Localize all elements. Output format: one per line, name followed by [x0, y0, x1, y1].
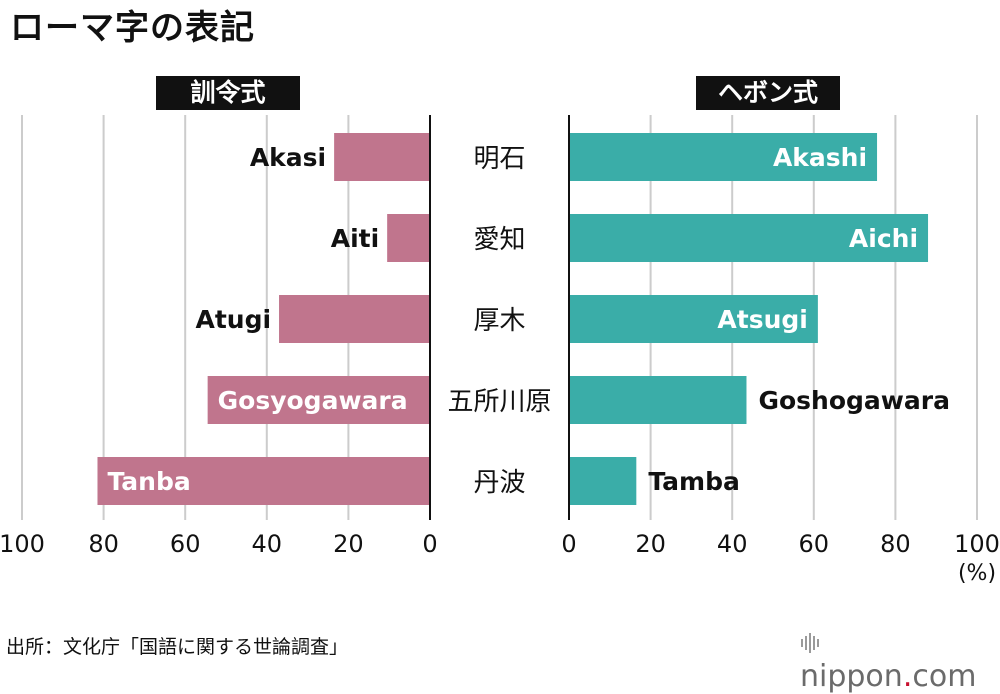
x-tick-label: 40	[717, 530, 748, 558]
data-label-kunrei: Gosyogawara	[218, 386, 408, 415]
chart-canvas: Akasi Aiti Atugi Gosyogawara Tanba Akashi Aich…	[0, 115, 1000, 586]
data-label-hepburn: Tamba	[648, 467, 740, 496]
category-label: 五所川原	[447, 387, 551, 417]
brand-mark-icon	[801, 632, 819, 653]
brand-name: nippon	[800, 659, 903, 694]
x-tick-label: 80	[88, 530, 119, 558]
data-label-kunrei: Atugi	[195, 305, 271, 334]
bar-kunrei	[387, 214, 430, 262]
x-tick-label: 80	[880, 530, 911, 558]
x-tick-label: 60	[799, 530, 830, 558]
data-label-hepburn: Goshogawara	[758, 386, 949, 415]
bar-kunrei	[279, 295, 430, 343]
x-tick-label: 20	[333, 530, 364, 558]
x-tick-label: 0	[422, 530, 437, 558]
hepburn-panel-label: ヘボン式	[696, 76, 840, 110]
bar-kunrei	[97, 457, 430, 505]
bar-hepburn	[569, 214, 929, 262]
bar-hepburn	[569, 295, 818, 343]
x-tick-label: 100	[954, 530, 1000, 558]
brand-logo: nippon.com	[800, 624, 1000, 694]
category-label: 明石	[473, 144, 525, 174]
brand-suffix: com	[912, 659, 977, 694]
kunrei-panel-label: 訓令式	[156, 76, 300, 110]
data-label-hepburn: Aichi	[849, 224, 918, 253]
data-label-kunrei: Tanba	[107, 467, 190, 496]
data-label-hepburn: Atsugi	[717, 305, 807, 334]
category-label: 丹波	[473, 468, 525, 498]
data-label-kunrei: Aiti	[331, 224, 379, 253]
data-label-kunrei: Akasi	[250, 143, 326, 172]
bar-kunrei	[334, 133, 430, 181]
brand-dot: .	[902, 659, 913, 694]
chart-figure: Akasi Aiti Atugi Gosyogawara Tanba Akashi Aich…	[0, 8, 1000, 694]
unit-label: (%)	[958, 561, 996, 586]
chart-title: ローマ字の表記	[10, 8, 255, 48]
x-tick-label: 0	[561, 530, 576, 558]
category-label: 厚木	[473, 306, 525, 336]
x-tick-label: 40	[252, 530, 283, 558]
bar-hepburn	[569, 133, 878, 181]
category-label: 愛知	[473, 225, 525, 255]
x-tick-label: 20	[635, 530, 666, 558]
bar-hepburn	[569, 457, 637, 505]
source-note: 出所：文化庁「国語に関する世論調査」	[6, 636, 349, 658]
x-tick-label: 60	[170, 530, 201, 558]
data-label-hepburn: Akashi	[773, 143, 867, 172]
bar-hepburn	[569, 376, 747, 424]
x-tick-label: 100	[0, 530, 45, 558]
bar-kunrei	[207, 376, 430, 424]
